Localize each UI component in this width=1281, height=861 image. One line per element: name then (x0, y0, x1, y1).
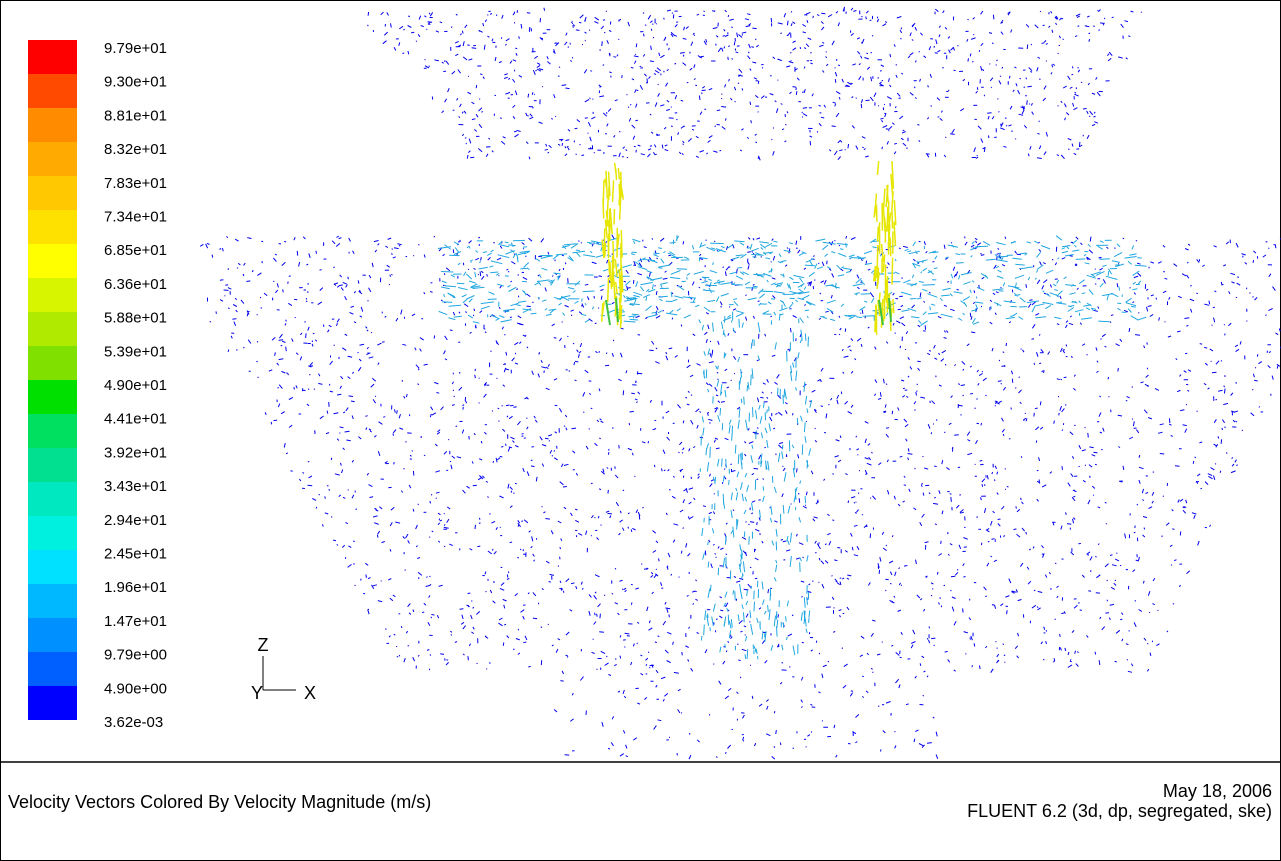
color-band (28, 40, 77, 74)
color-band (28, 278, 77, 312)
colorbar-label: 7.83e+01 (104, 175, 167, 192)
colorbar-label: 1.96e+01 (104, 579, 167, 596)
color-band (28, 618, 77, 652)
color-band (28, 346, 77, 380)
colorbar-label: 9.79e+01 (104, 40, 167, 57)
color-band (28, 210, 77, 244)
colorbar-label: 2.94e+01 (104, 512, 167, 529)
colorbar-label: 5.88e+01 (104, 310, 167, 327)
cyan-vectors (437, 235, 1147, 660)
jet-base (605, 297, 619, 326)
colorbar: 9.79e+01 9.30e+01 8.81e+01 8.32e+01 7.83e+01… (28, 40, 167, 731)
colorbar-label: 4.90e+00 (104, 680, 167, 697)
colorbar-label: 9.79e+00 (104, 647, 167, 664)
vector-field (199, 6, 1281, 760)
color-band (28, 176, 77, 210)
colorbar-label: 6.85e+01 (104, 242, 167, 259)
colorbar-label: 3.62e-03 (104, 714, 163, 731)
colorbar-label: 8.81e+01 (104, 107, 167, 124)
color-band (28, 74, 77, 108)
color-band (28, 448, 77, 482)
colorbar-label: 3.43e+01 (104, 478, 167, 495)
footer-date: May 18, 2006 (1163, 781, 1272, 801)
color-band (28, 550, 77, 584)
colorbar-label: 3.92e+01 (104, 444, 167, 461)
z-label: Z (258, 635, 269, 655)
color-band (28, 414, 77, 448)
color-band (28, 108, 77, 142)
color-band (28, 380, 77, 414)
y-label: Y (251, 683, 263, 703)
color-band (28, 686, 77, 720)
colorbar-label: 7.34e+01 (104, 208, 167, 225)
colorbar-label: 5.39e+01 (104, 343, 167, 360)
axis-triad: Z Y X (251, 635, 316, 703)
x-label: X (304, 683, 316, 703)
color-band (28, 244, 77, 278)
colorbar-label: 9.30e+01 (104, 74, 167, 91)
footer-software: FLUENT 6.2 (3d, dp, segregated, ske) (967, 801, 1272, 821)
color-band (28, 584, 77, 618)
colorbar-label: 1.47e+01 (104, 613, 167, 630)
footer-title: Velocity Vectors Colored By Velocity Mag… (8, 792, 431, 812)
colorbar-label: 6.36e+01 (104, 276, 167, 293)
color-band (28, 482, 77, 516)
colorbar-label: 4.90e+01 (104, 377, 167, 394)
colorbar-label: 4.41e+01 (104, 411, 167, 428)
colorbar-label: 2.45e+01 (104, 545, 167, 562)
colorbar-label: 8.32e+01 (104, 141, 167, 158)
color-band (28, 516, 77, 550)
jet-base (878, 297, 892, 326)
blue-vectors (199, 6, 1281, 760)
color-band (28, 652, 77, 686)
color-band (28, 142, 77, 176)
color-band (28, 312, 77, 346)
